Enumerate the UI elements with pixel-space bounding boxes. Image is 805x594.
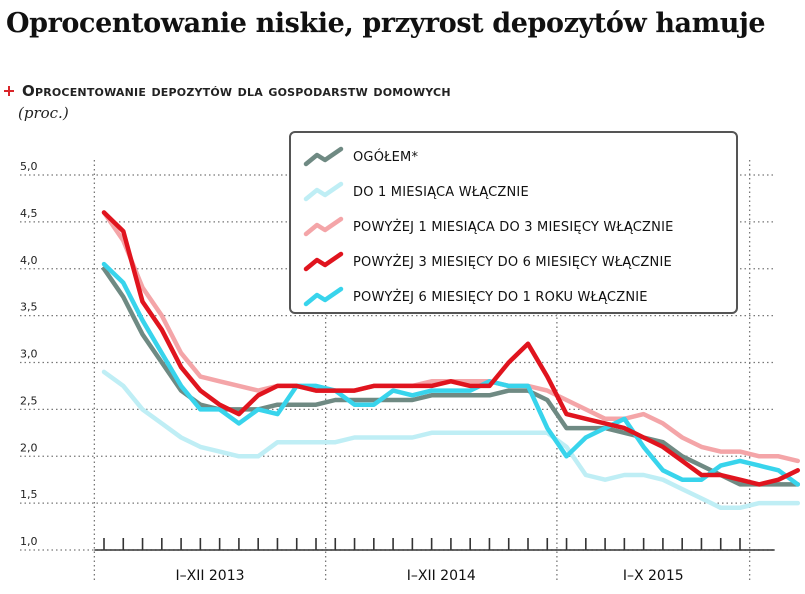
legend-item-1_3m: POWYŻEJ 1 MIESIĄCA DO 3 MIESIĘCY WŁĄCZNI…: [303, 215, 674, 239]
chart-title: Oprocentowanie niskie, przyrost depozytó…: [6, 8, 766, 39]
legend-label: DO 1 MIESIĄCA WŁĄCZNIE: [353, 184, 529, 200]
x-period-label: I–XII 2014: [407, 568, 476, 584]
legend: OGÓŁEM* DO 1 MIESIĄCA WŁĄCZNIE POWYŻEJ 1 M…: [289, 131, 738, 314]
grid-layer: [20, 160, 775, 582]
legend-item-do1m: DO 1 MIESIĄCA WŁĄCZNIE: [303, 180, 529, 204]
legend-item-3_6m: POWYŻEJ 3 MIESIĘCY DO 6 MIESIĘCY WŁĄCZNI…: [303, 250, 672, 274]
y-tick-label: 2,0: [20, 441, 38, 454]
y-tick-label: 4,0: [20, 254, 38, 267]
series-line-3_6m: [101, 210, 801, 487]
legend-swatch-icon: [303, 286, 344, 307]
y-tick-label: 4,5: [20, 207, 38, 220]
y-tick-label: 3,5: [20, 301, 38, 314]
x-period-label: I–X 2015: [623, 568, 684, 584]
legend-label: OGÓŁEM*: [353, 149, 419, 165]
legend-swatch-icon: [303, 251, 344, 272]
legend-swatch-icon: [303, 146, 344, 167]
chart-subtitle: Oprocentowanie depozytów dla gospodarstw…: [22, 82, 451, 100]
section-marker-icon: [4, 86, 14, 96]
series-line-do1m: [101, 369, 801, 511]
y-tick-label: 3,0: [20, 348, 38, 361]
y-tick-label: 5,0: [20, 160, 38, 173]
y-tick-label: 1,0: [20, 535, 38, 548]
legend-swatch-icon: [303, 216, 344, 237]
series-layer: [101, 210, 801, 511]
legend-label: POWYŻEJ 3 MIESIĘCY DO 6 MIESIĘCY WŁĄCZNI…: [353, 254, 672, 270]
subtitle-row: Oprocentowanie depozytów dla gospodarstw…: [4, 82, 451, 100]
unit-label: (proc.): [18, 104, 69, 122]
series-line-6_12m: [101, 261, 801, 487]
y-tick-label: 1,5: [20, 488, 38, 501]
legend-swatch-icon: [303, 181, 344, 202]
legend-item-6_12m: POWYŻEJ 6 MIESIĘCY DO 1 ROKU WŁĄCZNIE: [303, 285, 648, 309]
legend-label: POWYŻEJ 6 MIESIĘCY DO 1 ROKU WŁĄCZNIE: [353, 289, 648, 305]
legend-label: POWYŻEJ 1 MIESIĄCA DO 3 MIESIĘCY WŁĄCZNI…: [353, 219, 674, 235]
axis-layer: 1,0 1,5 2,0 2,5 3,0 3,5 4,0 4,5 5,0 I–XII 2013 I–X…: [20, 160, 775, 584]
y-tick-label: 2,5: [20, 394, 38, 407]
legend-item-ogolem: OGÓŁEM*: [303, 145, 418, 169]
x-period-label: I–XII 2013: [175, 568, 244, 584]
